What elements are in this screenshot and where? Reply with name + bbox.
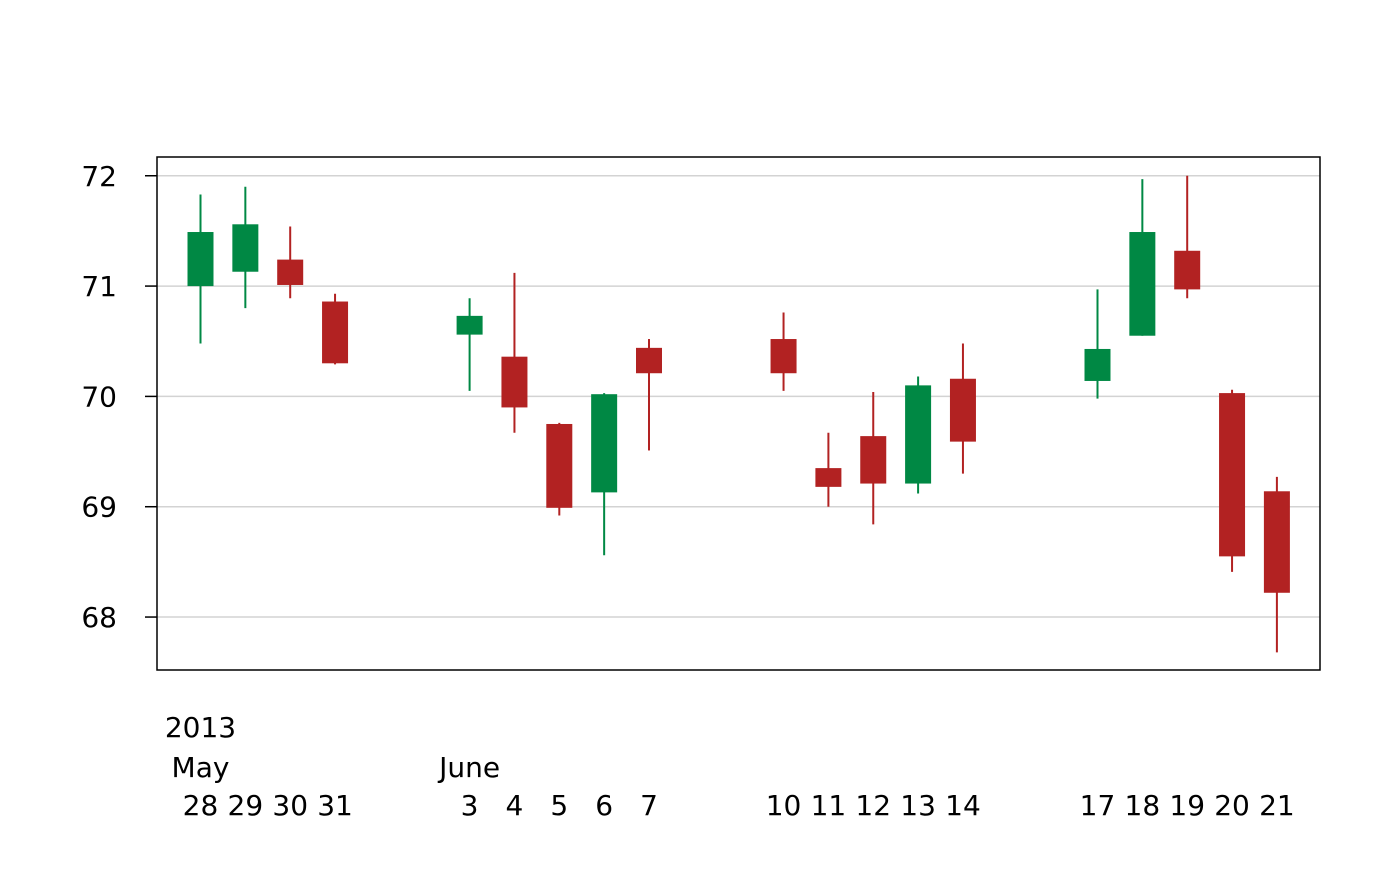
candle-body xyxy=(949,378,976,442)
y-tick-label: 71 xyxy=(81,270,117,303)
candle-body xyxy=(187,232,214,287)
candle-body xyxy=(1263,491,1290,593)
candle-body xyxy=(591,394,618,493)
x-tick-label: 7 xyxy=(640,789,658,822)
candle-body xyxy=(456,315,483,335)
candle xyxy=(1084,289,1111,399)
candle xyxy=(187,194,214,344)
x-tick-label: 4 xyxy=(506,789,524,822)
candle xyxy=(770,312,797,391)
grid-lines xyxy=(157,175,1320,618)
x-tick-label: 19 xyxy=(1169,789,1205,822)
candle-body xyxy=(860,436,887,484)
x-tick-label: 11 xyxy=(811,789,847,822)
candle xyxy=(949,343,976,474)
x-tick-label: 18 xyxy=(1125,789,1161,822)
x-tick-label: 17 xyxy=(1080,789,1116,822)
candles xyxy=(187,175,1290,653)
x-tick-label: 6 xyxy=(595,789,613,822)
candle xyxy=(905,376,932,494)
y-tick-label: 69 xyxy=(81,491,117,524)
candle xyxy=(815,432,842,507)
candle xyxy=(1263,476,1290,653)
month-label: June xyxy=(437,751,500,784)
x-tick-label: 30 xyxy=(272,789,308,822)
candle-body xyxy=(1129,232,1156,336)
candle-body xyxy=(905,385,932,484)
x-tick-label: 12 xyxy=(855,789,891,822)
candle-body xyxy=(770,339,797,374)
candle xyxy=(860,391,887,525)
candle-body xyxy=(277,259,304,285)
candle xyxy=(636,339,662,451)
x-tick-label: 21 xyxy=(1259,789,1295,822)
x-tick-label: 10 xyxy=(766,789,802,822)
candle xyxy=(546,422,573,516)
y-axis: 68 69 70 71 72 xyxy=(81,160,157,634)
x-tick-label: 13 xyxy=(900,789,936,822)
candle xyxy=(1219,389,1246,572)
candle xyxy=(501,272,528,433)
x-tick-label: 31 xyxy=(317,789,353,822)
candle xyxy=(1129,179,1156,336)
candle xyxy=(456,298,483,391)
x-axis: 28 29 30 31 3 4 5 6 7 10 11 12 13 14 17 18 19 20 21 2013 May… xyxy=(165,711,1295,822)
candle-body xyxy=(636,347,662,374)
candle-body xyxy=(815,468,842,487)
candle-body xyxy=(546,423,573,508)
x-tick-label: 3 xyxy=(461,789,479,822)
candle-body xyxy=(1174,250,1201,290)
y-tick-label: 72 xyxy=(81,160,117,193)
year-label: 2013 xyxy=(165,711,236,744)
candle-body xyxy=(232,224,259,272)
x-tick-label: 28 xyxy=(183,789,219,822)
month-label: May xyxy=(172,751,230,784)
x-tick-label: 5 xyxy=(550,789,568,822)
x-tick-label: 20 xyxy=(1214,789,1250,822)
candle-body xyxy=(1084,348,1111,381)
plot-frame xyxy=(156,156,1321,671)
candle xyxy=(591,393,618,556)
candle xyxy=(232,186,259,309)
x-tick-label: 29 xyxy=(228,789,264,822)
candle-body xyxy=(501,356,528,408)
y-tick-label: 68 xyxy=(81,601,117,634)
candle xyxy=(277,226,304,299)
candle xyxy=(322,293,349,365)
x-tick-label: 14 xyxy=(945,789,981,822)
candle-body xyxy=(322,301,349,364)
y-tick-label: 70 xyxy=(81,380,117,413)
candle xyxy=(1174,175,1201,299)
candle-body xyxy=(1219,393,1246,557)
